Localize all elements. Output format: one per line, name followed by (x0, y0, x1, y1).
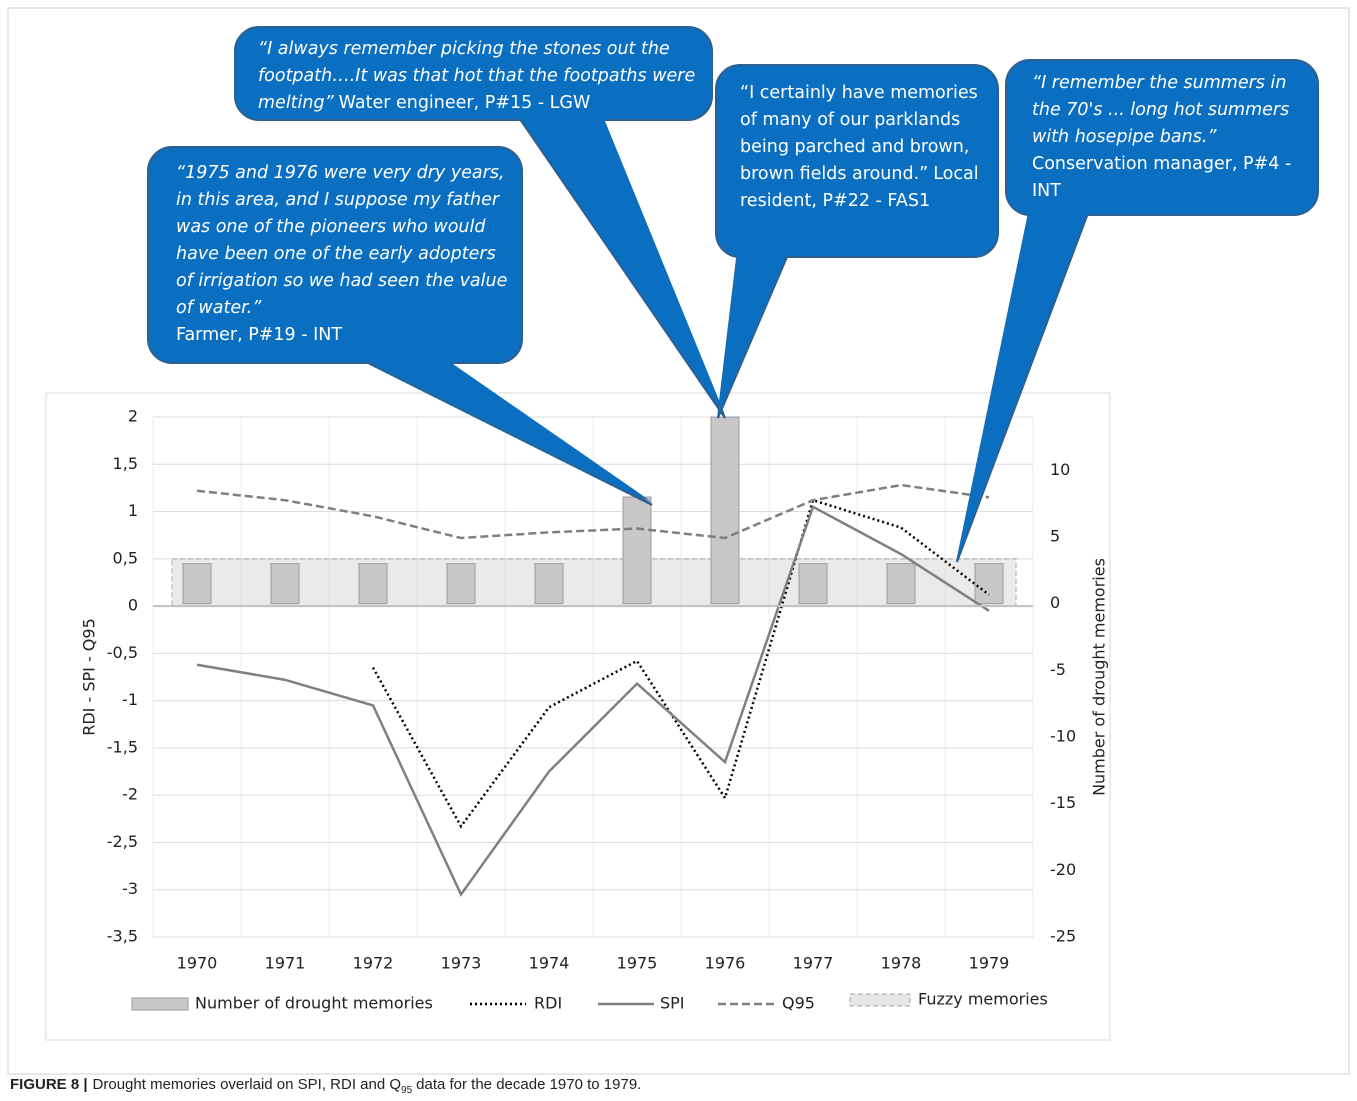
callout-tail-fill (358, 355, 652, 502)
legend-label: Q95 (782, 994, 815, 1013)
y-tick-label: -3 (122, 879, 138, 898)
x-tick-label: 1972 (353, 954, 394, 973)
caption-subscript: 95 (401, 1085, 413, 1096)
y2-tick-label: -15 (1050, 793, 1076, 812)
callout-text: “1975 and 1976 were very dry years, in t… (176, 160, 516, 349)
x-tick-label: 1970 (177, 954, 218, 973)
y-tick-label: 1,5 (113, 454, 138, 473)
line-dashed (196, 483, 990, 540)
legend-swatch (131, 997, 189, 1011)
y-tick-label: -1,5 (107, 737, 138, 756)
callout-quote: “I always remember picking the stones ou… (258, 39, 696, 113)
line-dotted (371, 498, 990, 829)
legend-swatch (849, 993, 911, 1007)
legend-label: Fuzzy memories (918, 990, 1048, 1009)
y2-tick-label: -20 (1050, 860, 1076, 879)
x-tick-label: 1976 (705, 954, 746, 973)
x-tick-label: 1975 (617, 954, 658, 973)
bar (710, 416, 740, 605)
bar (798, 563, 828, 605)
x-tick-label: 1977 (793, 954, 834, 973)
legend-label: RDI (534, 994, 562, 1013)
caption-text-end: data for the decade 1970 to 1979. (416, 1076, 642, 1093)
callout-text: “I always remember picking the stones ou… (258, 36, 703, 117)
bar (622, 496, 652, 605)
callout-tail-fill (515, 109, 725, 415)
y2-tick-label: 0 (1050, 593, 1060, 612)
y2-tick-label: 5 (1050, 527, 1060, 546)
y-tick-label: 2 (128, 407, 138, 426)
bar (358, 563, 388, 605)
line-solid (196, 505, 990, 897)
x-tick-label: 1979 (969, 954, 1010, 973)
callout-text: “I certainly have memories of many of ou… (740, 80, 990, 215)
chart-frame (45, 392, 1111, 1041)
x-tick-label: 1974 (529, 954, 570, 973)
y-axis-title: RDI - SPI - Q95 (80, 618, 99, 736)
callout-quote: “I certainly have memories of many of ou… (740, 83, 978, 184)
caption-label: FIGURE 8 | (10, 1076, 88, 1093)
y-tick-label: -1 (122, 690, 138, 709)
caption: FIGURE 8 | Drought memories overlaid on S… (10, 1076, 641, 1096)
callout-box (1005, 59, 1319, 216)
callout-quote: “I remember the summers in the 70's ... … (1032, 73, 1290, 147)
y-tick-label: -3,5 (107, 927, 138, 946)
x-tick-label: 1978 (881, 954, 922, 973)
callout-box (715, 64, 999, 258)
callout-text: “I remember the summers in the 70's ... … (1032, 70, 1314, 205)
bar (886, 563, 916, 605)
y2-tick-label: -5 (1050, 660, 1066, 679)
bar (534, 563, 564, 605)
y-tick-label: -2,5 (107, 832, 138, 851)
x-tick-label: 1971 (265, 954, 306, 973)
legend-label: Number of drought memories (195, 994, 433, 1013)
callout-tail (513, 111, 726, 419)
callout-quote: “1975 and 1976 were very dry years, in t… (176, 163, 508, 318)
bar (182, 563, 212, 605)
caption-text: Drought memories overlaid on SPI, RDI an… (92, 1076, 402, 1093)
y-tick-label: 0,5 (113, 548, 138, 567)
bar (974, 563, 1004, 605)
callout-source: Conservation manager, P#4 - INT (1032, 154, 1292, 201)
bar (446, 563, 476, 605)
callout-box (234, 26, 713, 121)
callout-tail-fill (957, 205, 1090, 559)
callout-source: Farmer, P#19 - INT (176, 325, 343, 345)
x-tick-label: 1973 (441, 954, 482, 973)
callout-tail-fill (718, 247, 790, 415)
callout-source: Water engineer, P#15 - LGW (338, 93, 591, 113)
y-tick-label: 1 (128, 501, 138, 520)
fuzzy-band (171, 558, 1017, 607)
y2-tick-label: 10 (1050, 460, 1070, 479)
callout-box (147, 146, 523, 364)
y2-axis-title: Number of drought memories (1090, 558, 1109, 796)
y-tick-label: 0 (128, 596, 138, 615)
y2-tick-label: -10 (1050, 727, 1076, 746)
bar (270, 563, 300, 605)
y-tick-label: -2 (122, 785, 138, 804)
y2-tick-label: -25 (1050, 927, 1076, 946)
figure-frame (7, 7, 1350, 1075)
callout-source: Local resident, P#22 - FAS1 (740, 164, 979, 211)
y-tick-label: -0,5 (107, 643, 138, 662)
legend-label: SPI (660, 994, 685, 1013)
